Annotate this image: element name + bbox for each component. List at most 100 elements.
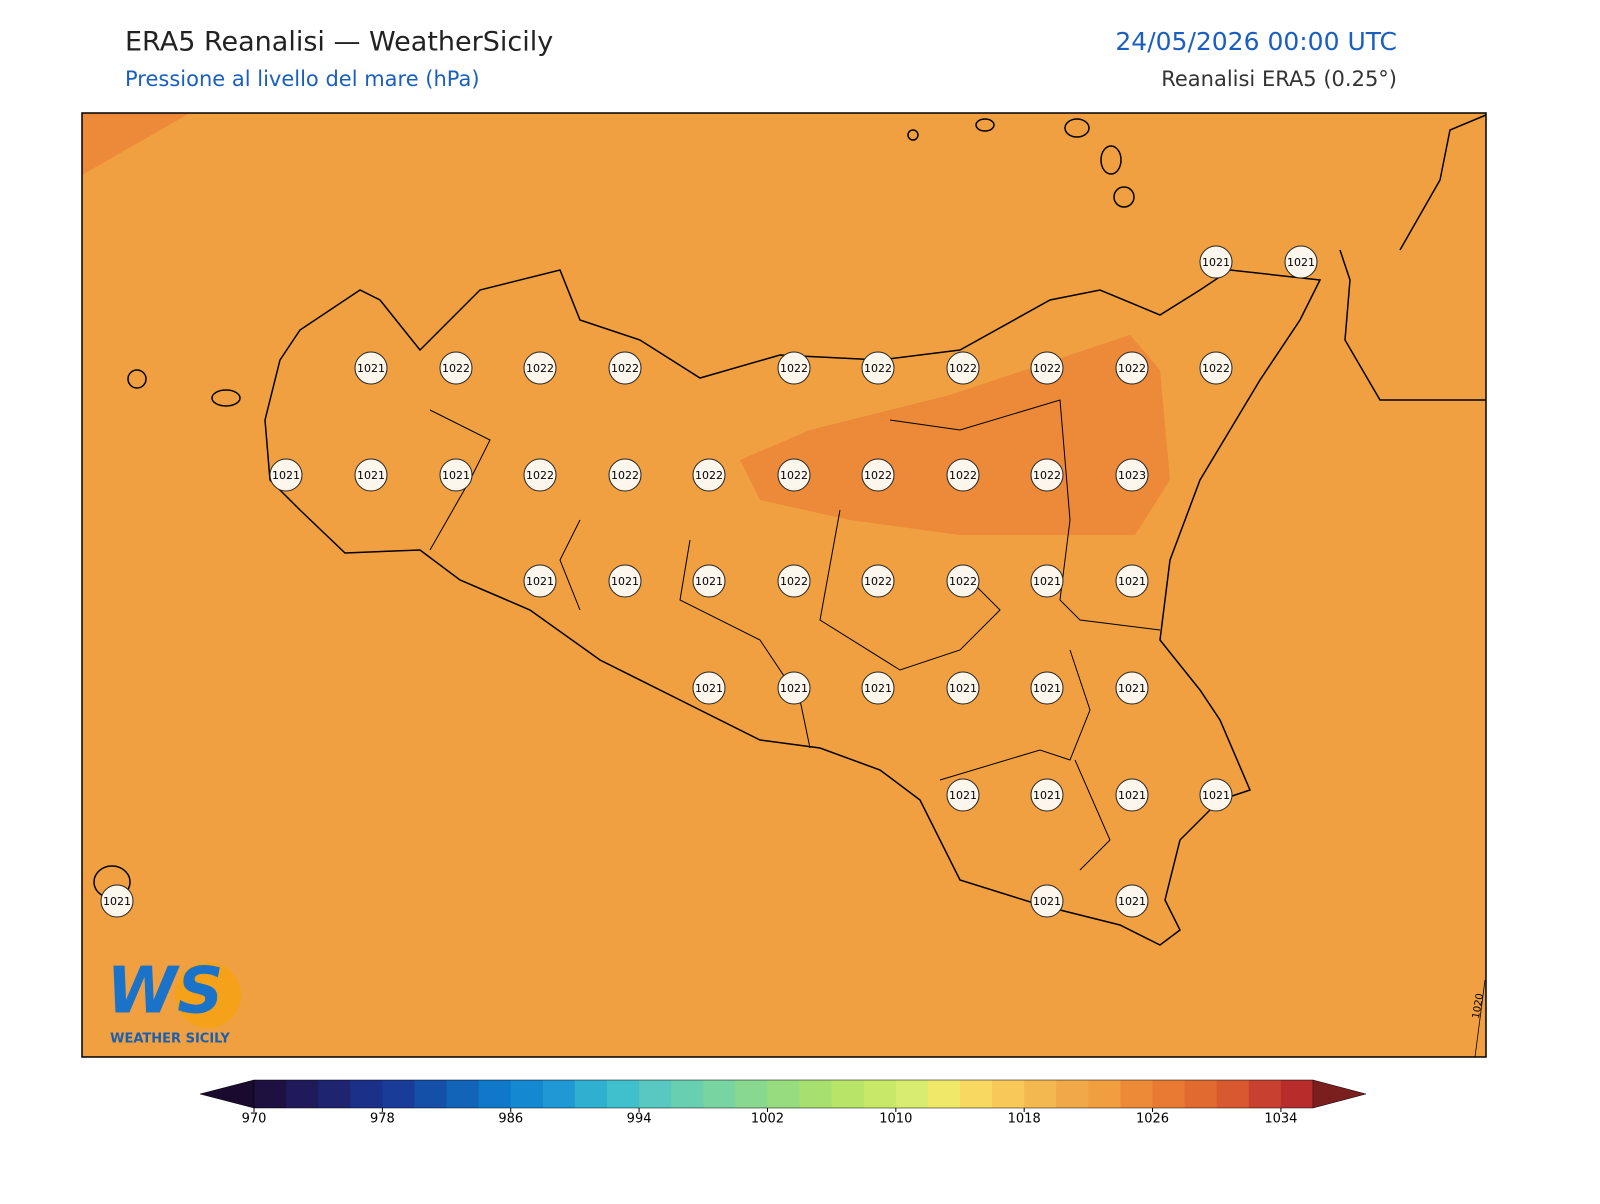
station-value: 1022 <box>1033 362 1061 375</box>
colorbar-frame <box>253 1079 1314 1109</box>
station-marker <box>861 671 895 705</box>
colorbar-bin <box>992 1080 1025 1108</box>
station-value: 1021 <box>780 682 808 695</box>
station-value: 1021 <box>272 469 300 482</box>
colorbar: 970 978 986 994 1002 1010 1018 1026 1034 <box>199 1079 1367 1127</box>
logo-sun <box>175 962 241 1028</box>
colorbar-extend-under <box>199 1079 255 1109</box>
station-value: 1021 <box>1202 789 1230 802</box>
map: 1020 WS WEATHER SICILY <box>81 112 1487 1058</box>
station-marker <box>1115 671 1149 705</box>
station-marker <box>1030 564 1064 598</box>
station-marker <box>1115 458 1149 492</box>
station-value: 1021 <box>1118 789 1146 802</box>
contour-line <box>1474 979 1486 1058</box>
station-marker <box>1030 778 1064 812</box>
station-marker <box>1284 245 1318 279</box>
station-marker <box>523 564 557 598</box>
colorbar-tick-label: 1002 <box>751 1112 784 1127</box>
station-marker <box>861 564 895 598</box>
station-value: 1021 <box>864 682 892 695</box>
pressure-zone <box>82 113 190 175</box>
station-marker <box>354 458 388 492</box>
station-value: 1022 <box>780 575 808 588</box>
colorbar-bin <box>767 1080 801 1108</box>
pressure-zone <box>740 335 1170 535</box>
colorbar-bin <box>382 1080 415 1108</box>
station-value: 1021 <box>1118 895 1146 908</box>
station-value: 1021 <box>1118 682 1146 695</box>
station-value: 1022 <box>1033 469 1061 482</box>
station-value: 1021 <box>1202 256 1230 269</box>
logo-mark: WS <box>107 955 224 1029</box>
station-value: 1022 <box>949 362 977 375</box>
station-value: 1021 <box>1118 575 1146 588</box>
colorbar-tick-label: 970 <box>242 1112 267 1127</box>
station-values: 1021 1021 1021 1022 1022 1022 1022 1022 1022 1022… <box>100 245 1318 918</box>
station-marker <box>946 351 980 385</box>
colorbar-bin <box>1056 1080 1089 1108</box>
station-value: 1022 <box>864 362 892 375</box>
colorbar-bin <box>510 1080 544 1108</box>
station-marker <box>439 458 473 492</box>
station-marker <box>608 458 642 492</box>
station-marker <box>1030 458 1064 492</box>
colorbar-bin <box>831 1080 865 1108</box>
station-value: 1021 <box>1033 789 1061 802</box>
station-value: 1022 <box>526 469 554 482</box>
colorbar-tick-label: 1018 <box>1008 1112 1041 1127</box>
station-value: 1021 <box>1033 682 1061 695</box>
date: 24/05/2026 00:00 UTC <box>1115 27 1397 56</box>
station-marker <box>861 351 895 385</box>
colorbar-tick-label: 1010 <box>879 1112 912 1127</box>
colorbar-tick-label: 994 <box>627 1112 652 1127</box>
station-marker <box>1030 884 1064 918</box>
station-value: 1021 <box>1287 256 1315 269</box>
station-value: 1022 <box>1118 362 1146 375</box>
station-marker <box>861 458 895 492</box>
colorbar-bin <box>574 1080 608 1108</box>
map-frame <box>81 112 1487 1058</box>
logo: WS WEATHER SICILY <box>107 955 241 1047</box>
station-value: 1022 <box>864 575 892 588</box>
station-marker <box>100 884 134 918</box>
station-value: 1022 <box>949 469 977 482</box>
station-marker <box>946 564 980 598</box>
station-value: 1021 <box>695 682 723 695</box>
station-value: 1021 <box>526 575 554 588</box>
station-marker <box>354 351 388 385</box>
station-marker <box>692 671 726 705</box>
station-marker <box>1030 671 1064 705</box>
station-value: 1021 <box>611 575 639 588</box>
station-value: 1022 <box>864 469 892 482</box>
colorbar-extend-over <box>1312 1079 1367 1109</box>
calabria-coast <box>1339 114 1487 401</box>
station-value: 1021 <box>949 682 977 695</box>
station-marker <box>946 458 980 492</box>
station-value: 1021 <box>695 575 723 588</box>
colorbar-bin <box>318 1080 351 1108</box>
colorbar-bin <box>478 1080 512 1108</box>
colorbar-bin <box>542 1080 576 1108</box>
station-marker <box>1115 564 1149 598</box>
colorbar-bin <box>1152 1080 1186 1108</box>
station-value: 1022 <box>611 469 639 482</box>
colorbar-bin <box>1280 1080 1314 1108</box>
colorbar-bin <box>446 1080 480 1108</box>
title: ERA5 Reanalisi — WeatherSicily <box>125 27 553 58</box>
colorbar-bin <box>799 1080 833 1108</box>
colorbar-bin <box>960 1080 993 1108</box>
colorbar-bin <box>671 1080 704 1108</box>
station-marker <box>269 458 303 492</box>
station-marker <box>692 564 726 598</box>
station-value: 1022 <box>949 575 977 588</box>
station-marker <box>777 458 811 492</box>
station-value: 1022 <box>1202 362 1230 375</box>
station-marker <box>1199 351 1233 385</box>
station-marker <box>777 671 811 705</box>
station-value: 1021 <box>1033 895 1061 908</box>
colorbar-bin <box>1184 1080 1218 1108</box>
colorbar-tick-label: 1034 <box>1264 1112 1297 1127</box>
colorbar-bin <box>254 1080 287 1108</box>
